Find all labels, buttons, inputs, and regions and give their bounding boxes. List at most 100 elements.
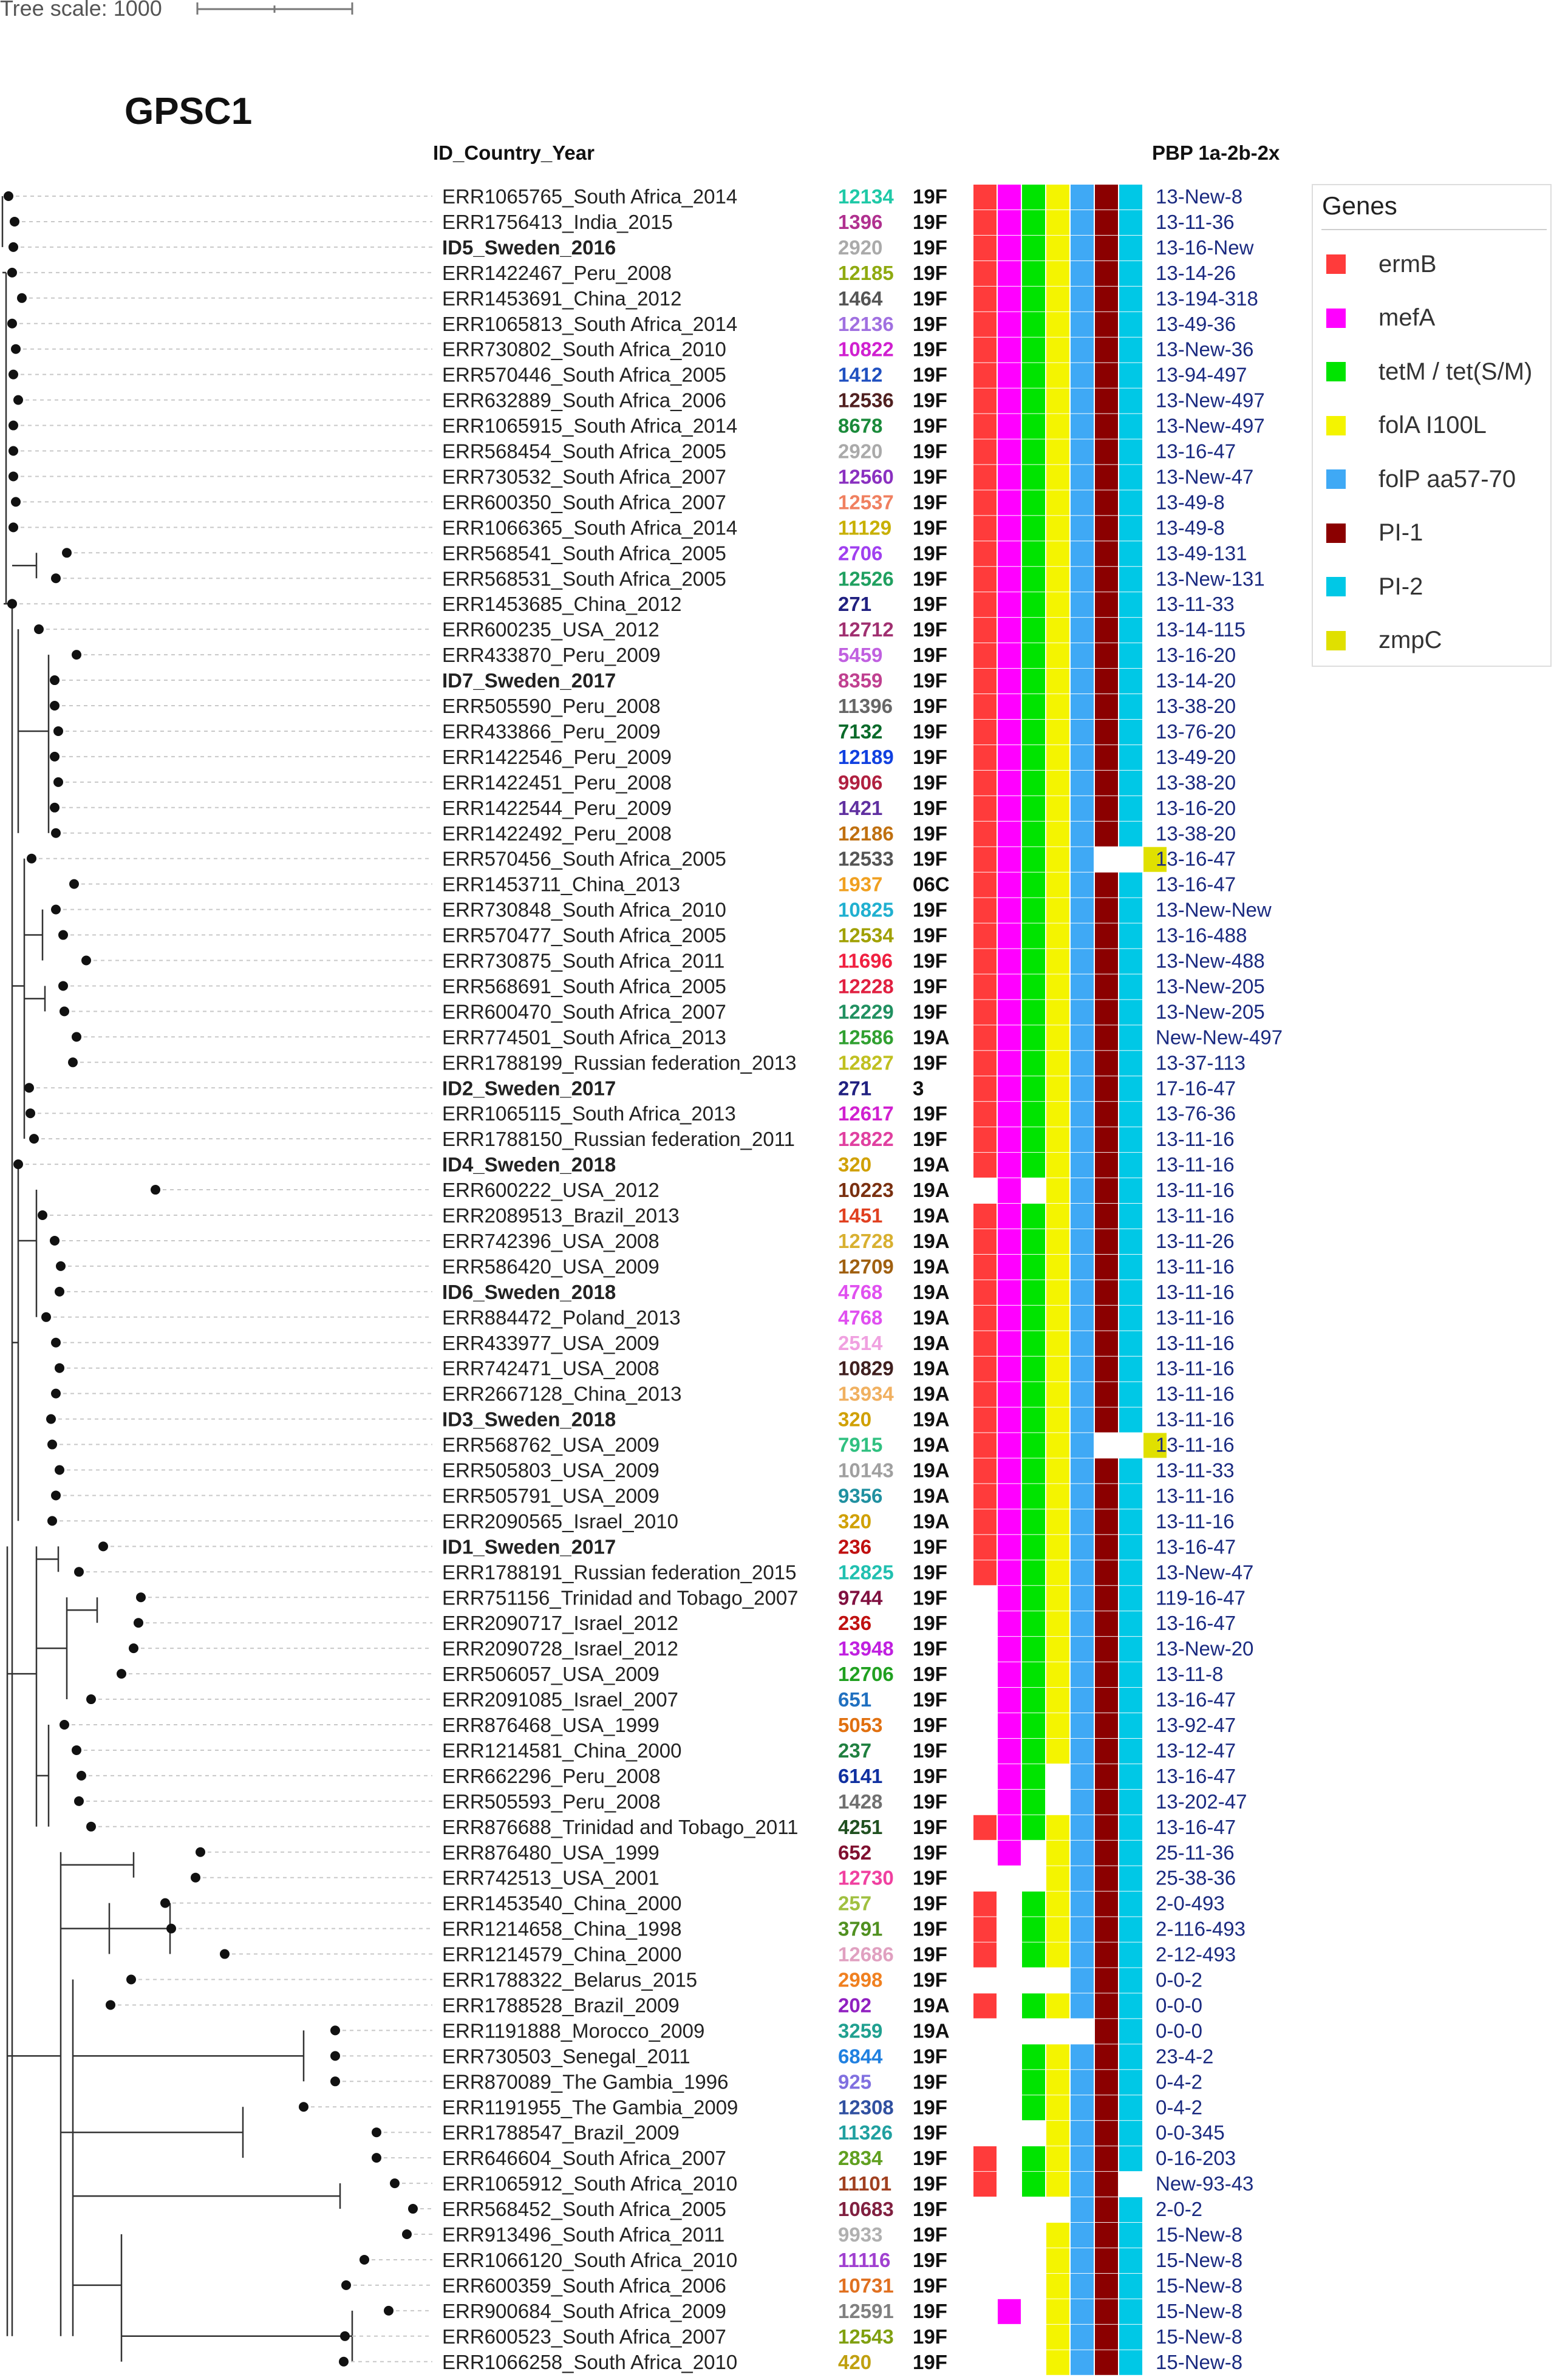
pbp-profile: 13-New-47 [1156,1561,1253,1583]
gene-presence-cell [973,567,997,592]
gene-presence-cell [1119,1764,1142,1789]
gene-presence-cell [973,1458,997,1484]
gene-presence-cell [1022,1917,1045,1942]
gene-presence-cell [1095,796,1118,821]
gene-presence-cell [1095,2248,1118,2273]
gene-presence-cell [1071,1484,1094,1509]
gene-presence-cell [998,1025,1021,1051]
legend-item: folA I100L [1326,411,1487,441]
gene-presence-cell [1046,847,1069,872]
gene-presence-cell [1119,1713,1142,1738]
gene-presence-cell [1071,312,1094,337]
gene-presence-cell [998,1127,1021,1153]
pbp-profile: 0-16-203 [1156,2147,1236,2169]
serotype: 19A [913,1153,950,1176]
leaf-node [408,2204,418,2214]
serotype: 19F [913,975,947,997]
leaf-node [330,2025,340,2036]
sample-id: ERR1788150_Russian federation_2011 [442,1128,795,1150]
sequence-type: 4768 [838,1281,882,1303]
serotype: 19F [913,1637,947,1660]
gene-presence-cell [1095,1204,1118,1229]
pbp-profile: 0-0-2 [1156,1969,1202,1991]
serotype: 19F [913,1943,947,1966]
sequence-type: 10822 [838,338,894,361]
gene-presence-cell [1119,465,1142,490]
sample-id: ERR433870_Peru_2009 [442,644,661,666]
gene-presence-cell [998,923,1021,949]
leaf-node [58,981,68,991]
gene-presence-cell [1095,2299,1118,2324]
gene-presence-cell [1119,1611,1142,1637]
gene-presence-cell [1022,949,1045,974]
tip-row: ERR1065813_South Africa_2014 12136 19F 13-4… [7,312,1236,337]
pbp-profile: 0-0-0 [1156,1994,1202,2016]
serotype: 19F [913,2070,947,2093]
leaf-node [46,1414,56,1424]
gene-presence-cell [1119,414,1142,439]
gene-presence-cell [1071,2070,1094,2095]
gene-presence-cell [1095,185,1118,210]
gene-presence-cell [1046,1305,1069,1331]
gene-presence-cell [998,286,1021,312]
pbp-profile: 2-0-2 [1156,2198,1202,2220]
sample-id: ERR505593_Peru_2008 [442,1790,661,1813]
tip-row: ERR505803_USA_2009 10143 19A 13-11-33 [55,1458,1235,1484]
gene-presence-cell [1046,719,1069,745]
leaf-node [81,955,91,966]
leaf-node [340,2331,350,2341]
gene-presence-cell [1071,1942,1094,1968]
pbp-profile: 17-16-47 [1156,1077,1236,1099]
pbp-profile: 13-76-36 [1156,1102,1236,1125]
gene-presence-cell [1095,312,1118,337]
gene-presence-cell [998,465,1021,490]
leaf-node [51,1490,61,1501]
sequence-type: 12730 [838,1867,894,1889]
sequence-type: 12706 [838,1663,894,1685]
legend-swatch [1326,362,1346,381]
tip-row: ERR505791_USA_2009 9356 19A 13-11-16 [51,1484,1235,1509]
gene-presence-cell [1095,1891,1118,1917]
serotype: 19A [913,1510,950,1532]
gene-presence-cell [1022,1509,1045,1535]
pbp-profile: 13-16-47 [1156,1535,1236,1558]
gene-presence-cell [1022,618,1045,643]
legend-item: PI-1 [1326,518,1423,548]
gene-presence-cell [998,719,1021,745]
gene-presence-cell [1071,1968,1094,1993]
gene-presence-cell [973,1560,997,1586]
gene-presence-cell [1046,1356,1069,1382]
sample-id: ERR505803_USA_2009 [442,1459,659,1482]
gene-presence-cell [1095,1560,1118,1586]
sequence-type: 12537 [838,491,894,513]
gene-presence-cell [973,949,997,974]
gene-presence-cell [1046,1204,1069,1229]
gene-presence-cell [998,1586,1021,1611]
serotype: 19F [913,1102,947,1125]
gene-presence-cell [1119,286,1142,312]
sample-id: ERR913496_South Africa_2011 [442,2223,724,2246]
gene-presence-cell [1119,1688,1142,1713]
sequence-type: 4251 [838,1816,882,1838]
gene-presence-cell [1095,286,1118,312]
serotype: 19A [913,1179,950,1201]
gene-presence-cell [1119,2223,1142,2248]
gene-presence-cell [1095,1280,1118,1305]
gene-presence-cell [1071,2350,1094,2375]
gene-presence-cell [1022,1076,1045,1102]
serotype: 19F [913,1688,947,1711]
pbp-profile: 25-38-36 [1156,1867,1236,1889]
gene-presence-cell [1046,1229,1069,1254]
gene-presence-cell [1095,1254,1118,1280]
gene-presence-cell [1071,516,1094,541]
gene-presence-cell [1022,2172,1045,2197]
gene-presence-cell [1071,1433,1094,1458]
tip-row: ERR876468_USA_1999 5053 19F 13-92-47 [60,1713,1236,1738]
leaf-node [27,853,36,864]
serotype: 19A [913,1204,950,1227]
pbp-profile: 13-11-16 [1156,1153,1235,1176]
gene-presence-cell [973,669,997,694]
gene-presence-cell [1022,465,1045,490]
sequence-type: 12617 [838,1102,894,1125]
gene-presence-cell [1046,210,1069,235]
